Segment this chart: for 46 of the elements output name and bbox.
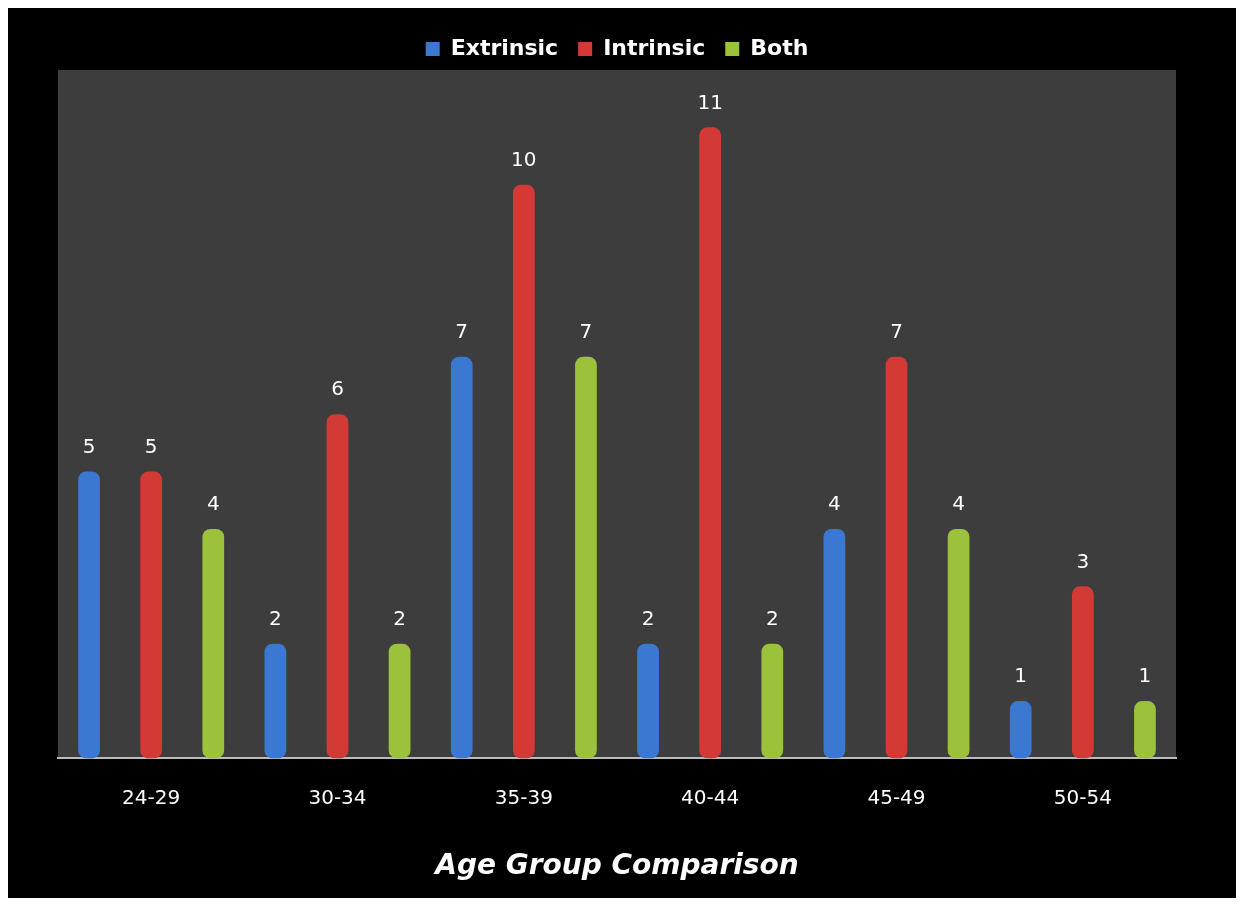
legend-label: Both (750, 34, 809, 60)
data-label: 2 (641, 605, 655, 630)
data-label: 1 (1138, 663, 1152, 688)
data-label: 11 (697, 89, 723, 114)
bar (78, 471, 100, 759)
bar (699, 127, 722, 759)
x-tick-label: 35-39 (494, 784, 553, 809)
legend-label: Intrinsic (603, 34, 706, 60)
legend-label: Extrinsic (450, 34, 559, 60)
x-tick-label: 50-54 (1053, 784, 1112, 809)
data-label: 4 (206, 491, 220, 516)
bar (575, 356, 597, 759)
data-label: 7 (579, 319, 593, 344)
data-label: 4 (952, 491, 965, 516)
bar (637, 643, 659, 759)
data-label: 3 (1076, 548, 1090, 573)
data-label: 7 (455, 319, 469, 344)
bar (761, 643, 784, 759)
bar (823, 528, 846, 759)
data-label: 2 (269, 605, 282, 630)
bar (1009, 701, 1032, 759)
data-label: 10 (511, 146, 537, 171)
x-tick-label: 30-34 (308, 784, 367, 809)
data-label: 6 (331, 376, 344, 401)
data-label: 2 (393, 605, 406, 630)
data-label: 1 (1014, 663, 1028, 688)
data-label: 4 (828, 491, 841, 516)
bar (947, 528, 970, 759)
bar (388, 643, 411, 759)
bar (885, 356, 908, 759)
bar (202, 528, 225, 759)
data-label: 5 (82, 433, 96, 458)
x-tick-label: 24-29 (122, 784, 181, 809)
bar (512, 184, 535, 759)
x-axis-title: Age Group Comparison (433, 848, 799, 882)
data-label: 7 (890, 319, 903, 344)
bar (1134, 701, 1156, 759)
bar (450, 356, 473, 759)
data-label: 2 (765, 605, 779, 630)
bar (326, 414, 349, 759)
x-tick-label: 40-44 (681, 784, 740, 809)
bar (1071, 586, 1094, 759)
data-label: 5 (144, 433, 158, 458)
bar (264, 643, 287, 759)
x-tick-label: 45-49 (867, 784, 926, 809)
bar (140, 471, 163, 759)
